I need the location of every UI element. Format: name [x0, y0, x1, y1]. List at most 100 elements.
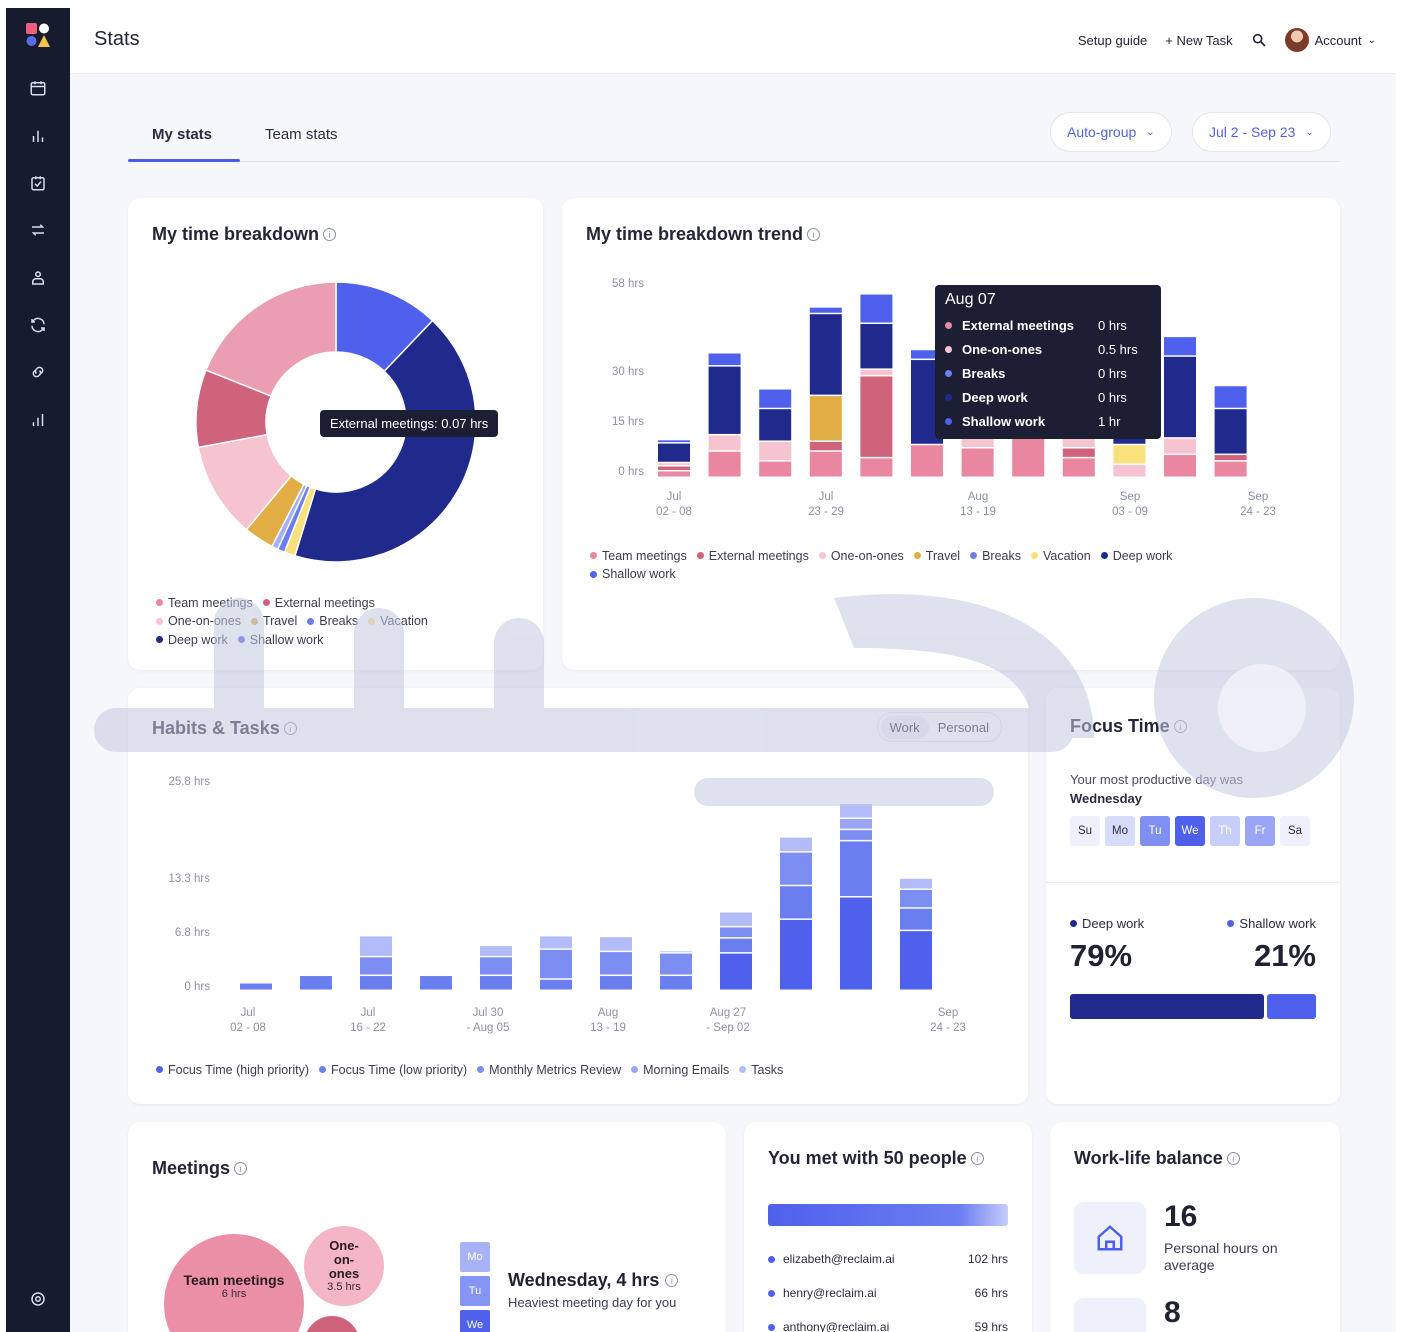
- bar-segment[interactable]: [911, 350, 943, 359]
- bar-segment[interactable]: [860, 324, 893, 369]
- bar-segment[interactable]: [540, 936, 572, 949]
- donut-slice[interactable]: [205, 282, 337, 397]
- bar-segment[interactable]: [1164, 337, 1196, 356]
- info-icon[interactable]: i: [970, 1152, 984, 1165]
- bar-segment[interactable]: [708, 435, 741, 451]
- bar-segment[interactable]: [1062, 458, 1095, 477]
- info-icon[interactable]: i: [1173, 720, 1187, 733]
- external-meetings-bubble[interactable]: [304, 1316, 360, 1332]
- date-range-select[interactable]: Jul 2 - Sep 23 ⌄: [1192, 112, 1331, 152]
- calendar-icon[interactable]: [26, 76, 50, 100]
- bar-segment[interactable]: [1214, 461, 1247, 477]
- bar-segment[interactable]: [658, 466, 690, 470]
- analytics-icon[interactable]: [26, 408, 50, 432]
- bar-segment[interactable]: [809, 307, 842, 313]
- bar-segment[interactable]: [1164, 356, 1196, 438]
- bar-segment[interactable]: [1214, 455, 1247, 461]
- habits-bar-chart[interactable]: [218, 788, 938, 993]
- toggle-work[interactable]: Work: [880, 715, 929, 739]
- bar-segment[interactable]: [660, 951, 692, 953]
- team-meetings-bubble[interactable]: Team meetings 6 hrs: [164, 1234, 304, 1332]
- bar-segment[interactable]: [300, 976, 332, 990]
- bar-segment[interactable]: [658, 463, 690, 466]
- setup-guide-link[interactable]: Setup guide: [1077, 32, 1148, 48]
- bar-segment[interactable]: [840, 803, 872, 818]
- bar-segment[interactable]: [809, 396, 842, 441]
- info-icon[interactable]: i: [323, 228, 337, 241]
- donut-chart[interactable]: [196, 282, 476, 562]
- bar-segment[interactable]: [360, 957, 392, 975]
- stats-icon[interactable]: [26, 124, 50, 148]
- bar-segment[interactable]: [860, 376, 893, 457]
- bar-segment[interactable]: [961, 448, 994, 477]
- tab-team-stats[interactable]: Team stats: [265, 126, 338, 143]
- tasks-icon[interactable]: [26, 171, 50, 195]
- bar-segment[interactable]: [658, 440, 690, 443]
- tab-my-stats[interactable]: My stats: [152, 126, 213, 143]
- bar-segment[interactable]: [860, 369, 893, 375]
- bar-segment[interactable]: [759, 461, 792, 477]
- bar-segment[interactable]: [900, 890, 932, 908]
- bar-segment[interactable]: [1214, 386, 1247, 408]
- sync-icon[interactable]: [26, 313, 50, 337]
- bar-segment[interactable]: [240, 983, 272, 990]
- bar-segment[interactable]: [1012, 435, 1045, 477]
- bar-segment[interactable]: [860, 294, 893, 323]
- new-task-button[interactable]: + New Task: [1165, 32, 1233, 48]
- bar-segment[interactable]: [1164, 455, 1196, 477]
- list-item[interactable]: elizabeth@reclaim.ai 102 hrs: [768, 1242, 1008, 1276]
- bar-segment[interactable]: [780, 886, 812, 919]
- bar-segment[interactable]: [1062, 448, 1095, 457]
- bar-segment[interactable]: [900, 908, 932, 930]
- link-icon[interactable]: [26, 360, 50, 384]
- info-icon[interactable]: i: [665, 1274, 679, 1287]
- bar-segment[interactable]: [1113, 445, 1146, 464]
- bar-segment[interactable]: [660, 976, 692, 990]
- habits-icon[interactable]: [26, 218, 50, 242]
- bar-segment[interactable]: [780, 837, 812, 852]
- bar-segment[interactable]: [708, 451, 741, 477]
- bar-segment[interactable]: [720, 938, 752, 953]
- account-menu[interactable]: Account ⌄: [1284, 28, 1376, 52]
- bar-segment[interactable]: [540, 949, 572, 979]
- list-item[interactable]: anthony@reclaim.ai 59 hrs: [768, 1310, 1008, 1332]
- bar-segment[interactable]: [759, 389, 792, 408]
- bar-segment[interactable]: [759, 409, 792, 441]
- bar-segment[interactable]: [840, 830, 872, 840]
- bar-segment[interactable]: [809, 451, 842, 477]
- bar-segment[interactable]: [780, 919, 812, 990]
- bar-segment[interactable]: [480, 976, 512, 990]
- bar-segment[interactable]: [809, 314, 842, 395]
- bar-segment[interactable]: [720, 953, 752, 990]
- bar-segment[interactable]: [600, 976, 632, 990]
- bar-segment[interactable]: [1113, 464, 1146, 477]
- bar-segment[interactable]: [911, 445, 943, 477]
- bar-segment[interactable]: [420, 976, 452, 990]
- info-icon[interactable]: i: [807, 228, 821, 241]
- app-logo[interactable]: [25, 22, 51, 48]
- bar-segment[interactable]: [759, 441, 792, 461]
- bar-segment[interactable]: [360, 976, 392, 990]
- bar-segment[interactable]: [900, 878, 932, 889]
- list-item[interactable]: henry@reclaim.ai 66 hrs: [768, 1276, 1008, 1310]
- bar-segment[interactable]: [860, 458, 893, 477]
- bar-segment[interactable]: [540, 979, 572, 990]
- bar-segment[interactable]: [708, 353, 741, 366]
- search-icon[interactable]: [1251, 32, 1267, 48]
- people-icon[interactable]: [26, 266, 50, 290]
- bar-segment[interactable]: [658, 471, 690, 477]
- info-icon[interactable]: i: [283, 722, 297, 735]
- bar-segment[interactable]: [1164, 438, 1196, 454]
- bar-segment[interactable]: [660, 953, 692, 975]
- one-on-ones-bubble[interactable]: One- on- ones 3.5 hrs: [304, 1226, 384, 1306]
- bar-segment[interactable]: [480, 957, 512, 975]
- bar-segment[interactable]: [720, 927, 752, 938]
- bar-segment[interactable]: [780, 852, 812, 885]
- bar-segment[interactable]: [600, 937, 632, 951]
- toggle-personal[interactable]: Personal: [937, 719, 989, 735]
- info-icon[interactable]: i: [1226, 1152, 1240, 1165]
- bar-segment[interactable]: [480, 946, 512, 956]
- bar-segment[interactable]: [600, 952, 632, 975]
- bar-segment[interactable]: [840, 897, 872, 990]
- bar-segment[interactable]: [840, 818, 872, 829]
